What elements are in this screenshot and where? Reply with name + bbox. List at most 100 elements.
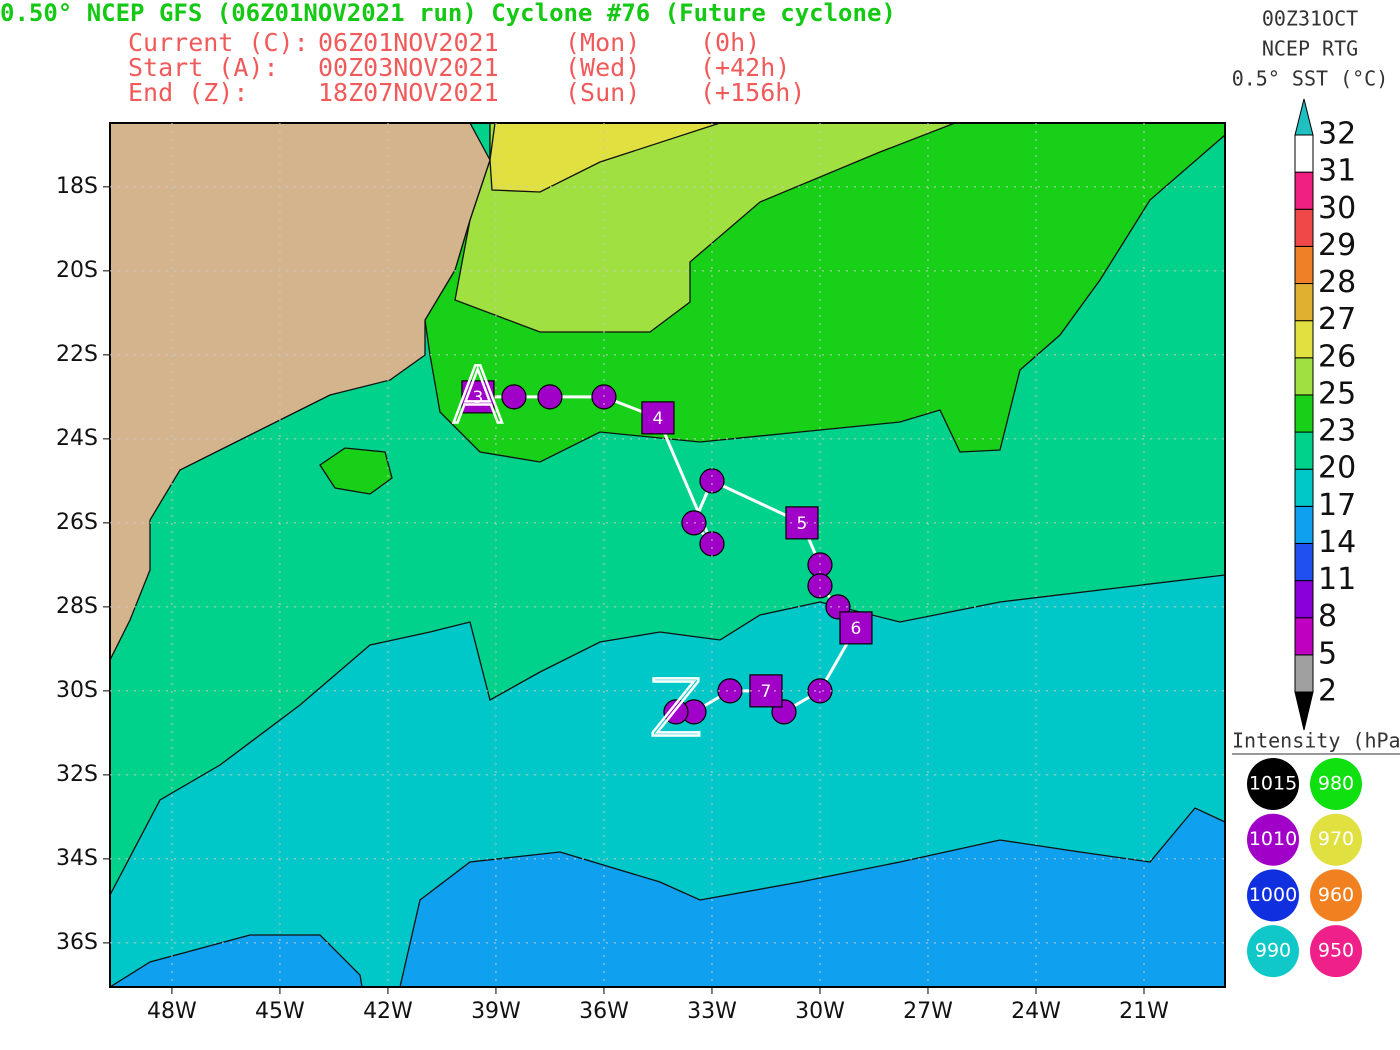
colorbar-segment	[1294, 245, 1314, 285]
legend-swatch	[1310, 813, 1362, 866]
colorbar-label: 28	[1318, 265, 1356, 300]
track-label: 6	[851, 619, 862, 639]
map-frame	[109, 122, 1226, 988]
y-tick-label: 22S	[56, 342, 98, 367]
colorbar-segment	[1294, 580, 1314, 619]
legend-swatch	[1310, 758, 1362, 810]
x-tick-label: 21W	[1119, 999, 1169, 1024]
colorbar-label: 26	[1318, 339, 1356, 374]
colorbar-label: 25	[1318, 376, 1356, 411]
header-text: 00Z03NOV2021	[318, 53, 499, 82]
colorbar-segment	[1294, 320, 1314, 359]
track-point	[501, 384, 527, 410]
track-point	[699, 531, 725, 557]
legend-label: 970	[1318, 828, 1354, 850]
header-text: 18Z07NOV2021	[318, 78, 499, 107]
colorbar-below	[1294, 691, 1314, 731]
track-point	[537, 384, 563, 410]
legend-swatch	[1247, 869, 1299, 922]
colorbar-label: 23	[1318, 414, 1356, 449]
legend-label: 980	[1318, 773, 1354, 795]
colorbar-label: 8	[1318, 599, 1337, 634]
track-square	[461, 380, 495, 414]
sst-field: 3 4 5 6 7 A Z	[110, 123, 1225, 987]
colorbar-label: 5	[1318, 636, 1337, 671]
x-tick-label: 42W	[363, 999, 413, 1024]
legend-swatch	[1247, 813, 1299, 866]
legend-swatch	[1247, 925, 1299, 978]
colorbar-segment	[1294, 208, 1314, 247]
legend-label: 1000	[1249, 884, 1297, 906]
track-label: 4	[653, 409, 664, 429]
land	[110, 123, 491, 661]
header-text: (+156h)	[700, 78, 805, 107]
colorbar-label: 20	[1318, 451, 1356, 486]
legend-heading: NCEP RTG	[1262, 37, 1358, 61]
header-text: (Wed)	[565, 53, 640, 82]
x-tick-label: 27W	[903, 999, 953, 1024]
track-point	[699, 468, 725, 494]
track-square	[749, 674, 783, 708]
colorbar-segment	[1294, 542, 1314, 582]
legend-swatch	[1310, 869, 1362, 922]
y-tick-label: 30S	[56, 678, 98, 703]
y-tick-label: 34S	[56, 846, 98, 871]
legend-label: 960	[1318, 884, 1354, 906]
colorbar-segment	[1294, 394, 1314, 433]
colorbar-label: 2	[1318, 674, 1337, 709]
x-tick-label: 33W	[687, 999, 737, 1024]
header-text: (Sun)	[565, 78, 640, 107]
y-tick-label: 20S	[56, 258, 98, 283]
y-tick-label: 18S	[56, 174, 98, 199]
y-tick-label: 26S	[56, 510, 98, 535]
y-tick-label: 32S	[56, 762, 98, 787]
y-tick-label: 36S	[56, 930, 98, 955]
legend-label: 990	[1255, 940, 1291, 962]
x-tick-label: 24W	[1011, 999, 1061, 1024]
track-point	[663, 699, 689, 725]
header-text: Current (C):	[128, 28, 309, 57]
header-text: Start (A):	[128, 53, 279, 82]
track-square	[641, 401, 675, 435]
header-text: 06Z01NOV2021	[318, 28, 499, 57]
colorbar-label: 17	[1318, 488, 1356, 523]
sst-band	[399, 807, 1225, 987]
track-point	[681, 510, 707, 536]
header-text: (Mon)	[565, 28, 640, 57]
colorbar-label: 11	[1318, 562, 1356, 597]
legend-swatch	[1310, 925, 1362, 978]
start-letter: A	[451, 351, 504, 441]
legend-title: Intensity (hPa):	[1232, 729, 1400, 753]
colorbar-segment	[1294, 654, 1314, 693]
colorbar-label: 31	[1318, 154, 1356, 189]
colorbar-segment	[1294, 134, 1314, 173]
legend-heading: 00Z31OCT	[1262, 7, 1358, 31]
track-square	[839, 611, 873, 645]
header-text: End (Z):	[128, 78, 248, 107]
x-tick-label: 30W	[795, 999, 845, 1024]
track-label: 7	[761, 682, 772, 702]
header-text: (0h)	[700, 28, 760, 57]
end-letter: Z	[649, 664, 702, 754]
x-tick-label: 39W	[471, 999, 521, 1024]
colorbar-segment	[1294, 431, 1314, 470]
y-tick-label: 24S	[56, 426, 98, 451]
colorbar-segment	[1294, 617, 1314, 656]
track-label: 5	[797, 514, 808, 534]
sst-band	[110, 934, 363, 987]
header-text: (+42h)	[700, 53, 790, 82]
legend-label: 950	[1318, 940, 1354, 962]
legend-label: 1010	[1249, 828, 1297, 850]
sst-band	[319, 447, 393, 495]
colorbar-label: 32	[1318, 117, 1356, 152]
track-label: 3	[473, 388, 484, 408]
x-tick-label: 48W	[147, 999, 197, 1024]
track-point	[807, 573, 833, 599]
title: 0.50° NCEP GFS (06Z01NOV2021 run) Cyclon…	[0, 0, 896, 27]
legend-label: 1015	[1249, 773, 1297, 795]
legend-heading: 0.5° SST (°C)	[1232, 67, 1389, 91]
y-tick-label: 28S	[56, 594, 98, 619]
colorbar-label: 29	[1318, 228, 1356, 263]
colorbar-label: 27	[1318, 302, 1356, 337]
